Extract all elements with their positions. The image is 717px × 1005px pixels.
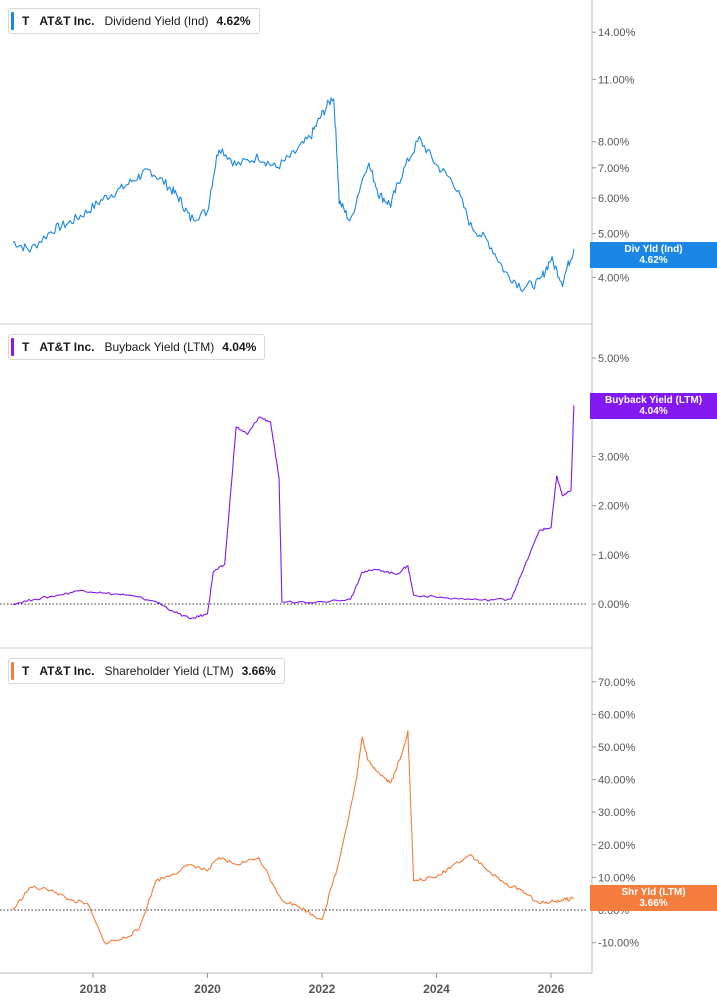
dividend-y-tick-label: 4.00%	[598, 272, 629, 284]
dividend-y-tick-label: 14.00%	[598, 27, 636, 39]
buyback-series-line	[12, 405, 575, 620]
shareholder-legend-swatch	[11, 662, 14, 680]
badge-value: 3.66%	[639, 898, 668, 909]
x-tick-label: 2020	[194, 982, 221, 996]
buyback-y-tick-label: 1.00%	[598, 550, 629, 562]
shareholder-y-tick-label: 60.00%	[598, 709, 636, 721]
legend-company: AT&T Inc.	[39, 14, 95, 28]
dividend-legend-swatch	[11, 12, 14, 30]
x-tick-label: 2018	[80, 982, 107, 996]
shareholder-y-tick-label: 30.00%	[598, 807, 636, 819]
legend-metric: Buyback Yield (LTM)	[104, 340, 215, 354]
dividend-value-badge: Div Yld (Ind) 4.62%	[590, 242, 717, 268]
shareholder-y-tick-label: 10.00%	[598, 872, 636, 884]
shareholder-y-tick-label: 50.00%	[598, 742, 636, 754]
badge-label: Div Yld (Ind)	[624, 244, 683, 255]
dividend-y-tick-label: 11.00%	[598, 74, 635, 86]
shareholder-y-tick-label: 20.00%	[598, 840, 636, 852]
dividend-y-tick-label: 6.00%	[598, 193, 629, 205]
buyback-y-tick-label: 3.00%	[598, 451, 629, 463]
buyback-y-tick-label: 0.00%	[598, 599, 629, 611]
legend-ticker: T	[22, 340, 30, 354]
buyback-y-tick-label: 5.00%	[598, 353, 629, 365]
legend-ticker: T	[22, 14, 30, 28]
shareholder-series-line	[12, 730, 574, 945]
shareholder-y-tick-label: 70.00%	[598, 677, 636, 689]
legend-value: 4.04%	[222, 340, 257, 354]
buyback-y-tick-label: 2.00%	[598, 501, 629, 513]
legend-company: AT&T Inc.	[39, 664, 95, 678]
shareholder-value-badge: Shr Yld (LTM) 3.66%	[590, 885, 717, 911]
x-tick-label: 2022	[309, 982, 336, 996]
dividend-y-tick-label: 7.00%	[598, 163, 629, 175]
legend-ticker: T	[22, 664, 30, 678]
badge-label: Shr Yld (LTM)	[621, 887, 686, 898]
shareholder-y-tick-label: 40.00%	[598, 775, 636, 787]
dividend-legend: T AT&T Inc. Dividend Yield (Ind) 4.62%	[8, 8, 260, 34]
buyback-value-badge: Buyback Yield (LTM) 4.04%	[590, 393, 717, 419]
x-tick-label: 2024	[423, 982, 450, 996]
dividend-y-tick-label: 8.00%	[598, 137, 629, 149]
dividend-series-line	[12, 97, 575, 293]
buyback-legend: T AT&T Inc. Buyback Yield (LTM) 4.04%	[8, 334, 266, 360]
dividend-y-tick-label: 5.00%	[598, 229, 629, 241]
legend-metric: Shareholder Yield (LTM)	[104, 664, 234, 678]
legend-metric: Dividend Yield (Ind)	[104, 14, 209, 28]
legend-company: AT&T Inc.	[39, 340, 95, 354]
shareholder-y-tick-label: -10.00%	[598, 938, 639, 950]
legend-value: 4.62%	[216, 14, 251, 28]
badge-value: 4.62%	[639, 255, 668, 266]
shareholder-legend: T AT&T Inc. Shareholder Yield (LTM) 3.66…	[8, 658, 285, 684]
buyback-legend-swatch	[11, 338, 14, 356]
legend-value: 3.66%	[241, 664, 276, 678]
badge-value: 4.04%	[639, 406, 668, 417]
badge-label: Buyback Yield (LTM)	[604, 395, 703, 406]
x-tick-label: 2026	[538, 982, 565, 996]
